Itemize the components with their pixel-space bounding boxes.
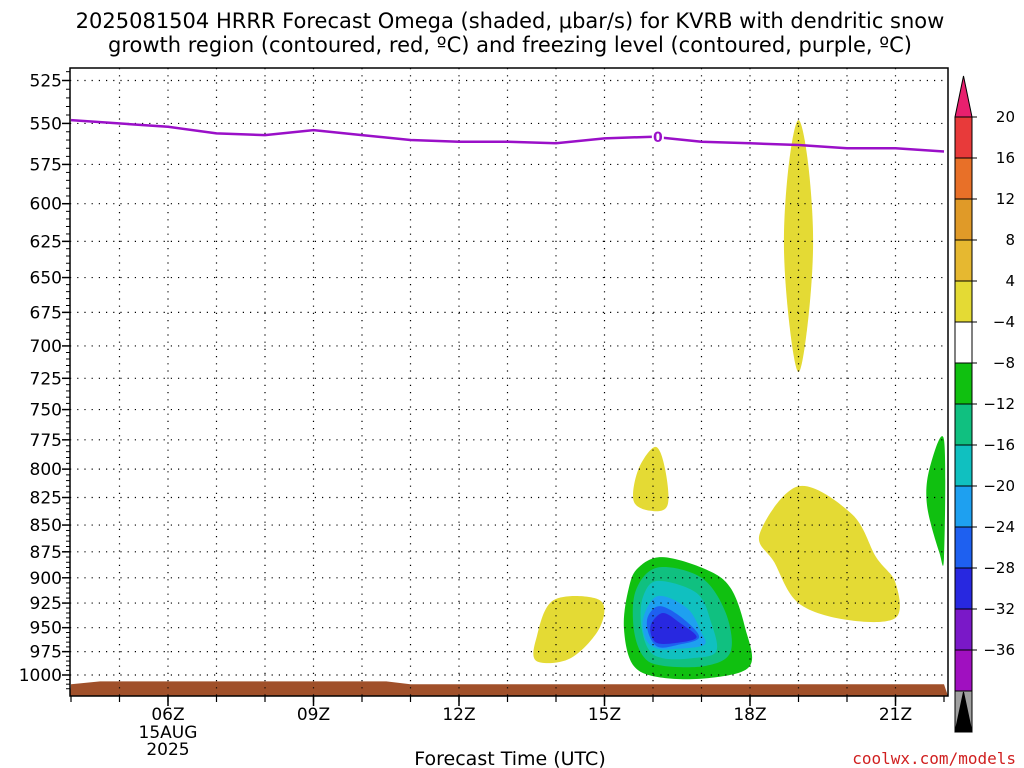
freezing-level-layer: 0 bbox=[70, 118, 945, 153]
y-tick-label: 775 bbox=[30, 431, 62, 451]
colorbar: 20 16 12 8 4 −4 −8 −12 −16 −20 −24 −28 −32 −36 bbox=[954, 75, 1015, 733]
colorbar-label: 4 bbox=[1005, 272, 1015, 290]
colorbar-segment bbox=[954, 321, 973, 364]
omega-region bbox=[926, 436, 946, 566]
y-axis: 525 550 575 600 625 650 675 700 725 750 775 800 825 8… bbox=[19, 71, 70, 690]
colorbar-segment bbox=[954, 567, 973, 610]
colorbar-segment bbox=[954, 485, 973, 528]
colorbar-segment bbox=[954, 362, 973, 405]
colorbar-top-arrow bbox=[954, 75, 973, 118]
terrain-fill bbox=[70, 681, 948, 696]
y-tick-label: 950 bbox=[30, 619, 62, 639]
y-tick-label: 825 bbox=[30, 489, 62, 509]
colorbar-label: 16 bbox=[996, 149, 1015, 167]
colorbar-label: −4 bbox=[993, 313, 1015, 331]
colorbar-label: −28 bbox=[983, 559, 1015, 577]
x-tick-label: 21Z bbox=[879, 705, 912, 725]
colorbar-segment bbox=[954, 403, 973, 446]
chart-title-line-1: 2025081504 HRRR Forecast Omega (shaded, … bbox=[76, 9, 945, 33]
omega-shaded-regions bbox=[533, 120, 946, 680]
x-tick-sublabel: 2025 bbox=[146, 740, 189, 760]
y-tick-label: 800 bbox=[30, 460, 62, 480]
colorbar-segment bbox=[954, 280, 973, 323]
colorbar-segment bbox=[954, 649, 973, 692]
colorbar-label: −24 bbox=[983, 518, 1015, 536]
colorbar-label: −8 bbox=[993, 354, 1015, 372]
colorbar-bottom-arrow bbox=[954, 691, 973, 733]
x-tick-label: 15Z bbox=[588, 705, 621, 725]
x-axis-label: Forecast Time (UTC) bbox=[414, 748, 605, 768]
colorbar-label: 20 bbox=[996, 108, 1015, 126]
y-tick-label: 550 bbox=[30, 114, 62, 134]
x-tick-label: 18Z bbox=[733, 705, 766, 725]
x-tick-label: 09Z bbox=[297, 705, 330, 725]
colorbar-label: 12 bbox=[996, 190, 1015, 208]
colorbar-label: −16 bbox=[983, 436, 1015, 454]
y-tick-label: 750 bbox=[30, 401, 62, 421]
y-tick-label: 575 bbox=[30, 155, 62, 175]
omega-region bbox=[783, 120, 814, 372]
omega-region bbox=[650, 612, 697, 644]
freezing-level-line bbox=[70, 118, 945, 153]
omega-region bbox=[533, 596, 605, 664]
x-tick-sublabel: 15AUG bbox=[139, 723, 198, 743]
y-tick-label: 625 bbox=[30, 232, 62, 252]
omega-region bbox=[758, 485, 900, 623]
y-tick-label: 975 bbox=[30, 643, 62, 663]
colorbar-label: −12 bbox=[983, 395, 1015, 413]
y-tick-label: 675 bbox=[30, 303, 62, 323]
chart-title-line-2: growth region (contoured, red, ºC) and f… bbox=[108, 33, 912, 57]
colorbar-label: 8 bbox=[1005, 231, 1015, 249]
y-tick-label: 700 bbox=[30, 337, 62, 357]
y-tick-label: 525 bbox=[30, 72, 62, 92]
x-tick-label: 06Z bbox=[151, 705, 184, 725]
terrain-layer bbox=[70, 681, 948, 696]
y-tick-label: 650 bbox=[30, 269, 62, 289]
colorbar-segment bbox=[954, 157, 973, 200]
plot-frame bbox=[69, 67, 949, 697]
colorbar-label: −36 bbox=[983, 641, 1015, 659]
colorbar-label: −32 bbox=[983, 600, 1015, 618]
credit-text: coolwx.com/models bbox=[852, 749, 1016, 768]
freezing-level-label: 0 bbox=[653, 130, 663, 146]
colorbar-segment bbox=[954, 444, 973, 487]
colorbar-segment bbox=[954, 608, 973, 651]
colorbar-segment bbox=[954, 116, 973, 159]
y-tick-label: 875 bbox=[30, 543, 62, 563]
omega-region bbox=[632, 446, 669, 512]
y-tick-label: 1000 bbox=[19, 666, 62, 686]
colorbar-segment bbox=[954, 526, 973, 569]
y-tick-label: 850 bbox=[30, 516, 62, 536]
colorbar-segment bbox=[954, 239, 973, 282]
colorbar-label: −20 bbox=[983, 477, 1015, 495]
x-tick-label: 12Z bbox=[442, 705, 475, 725]
y-tick-label: 725 bbox=[30, 369, 62, 389]
y-tick-label: 900 bbox=[30, 569, 62, 589]
colorbar-segment bbox=[954, 198, 973, 241]
y-tick-label: 925 bbox=[30, 594, 62, 614]
freezing-label-bg bbox=[651, 129, 664, 146]
y-tick-label: 600 bbox=[30, 195, 62, 215]
